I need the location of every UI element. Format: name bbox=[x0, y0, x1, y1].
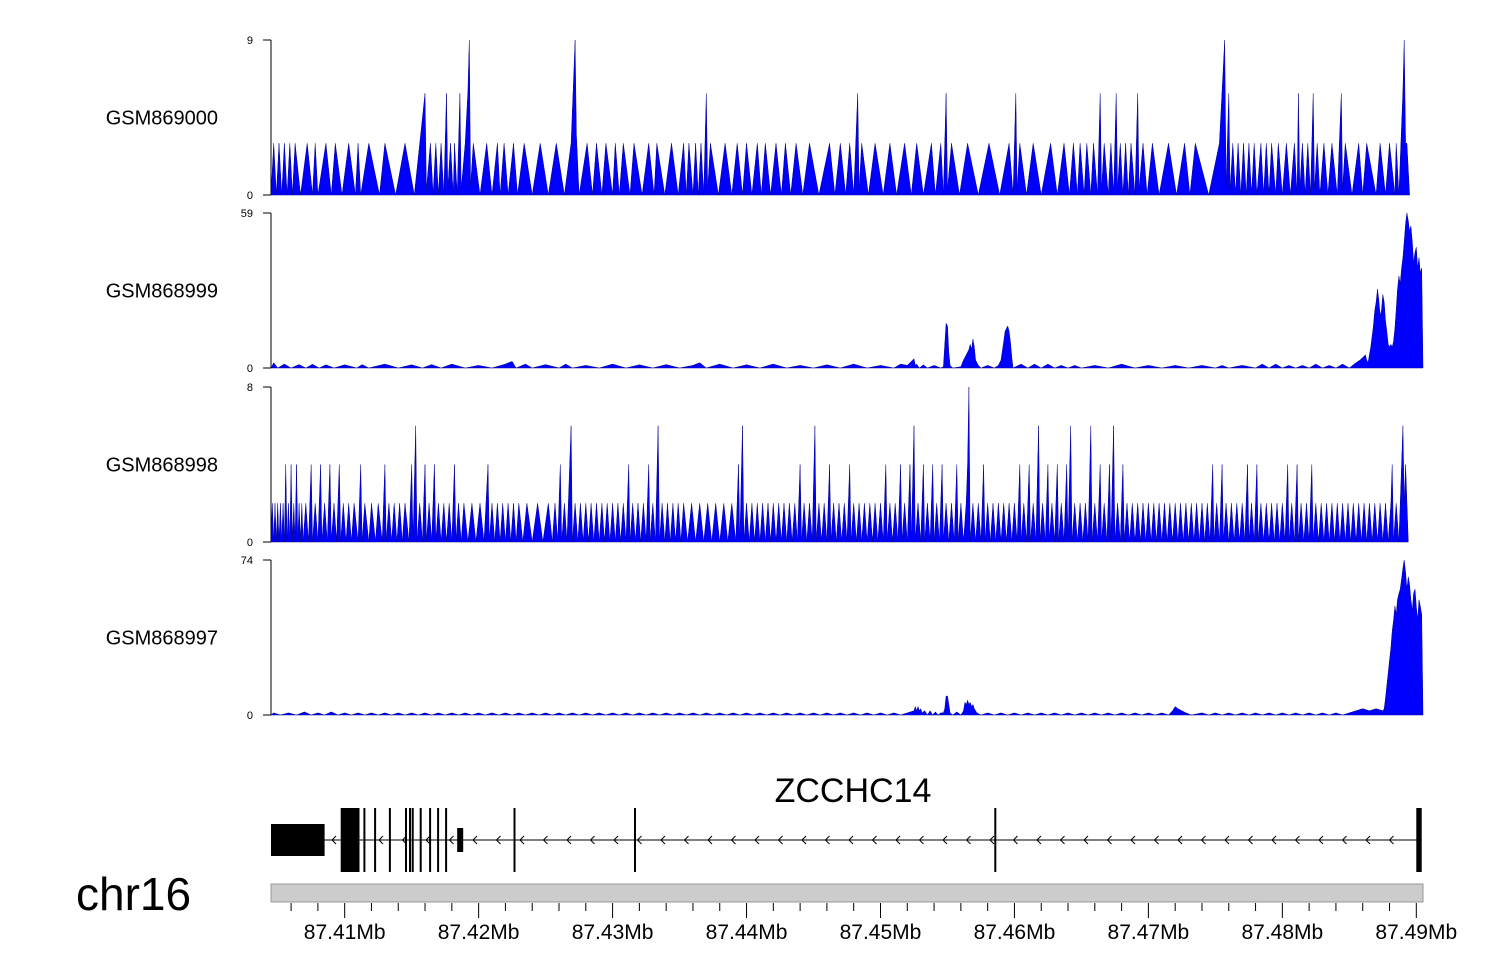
gene-exon bbox=[409, 808, 411, 872]
y-tick-label: 0 bbox=[247, 363, 253, 375]
strand-arrow bbox=[1341, 835, 1347, 845]
axis-tick-label: 87.42Mb bbox=[438, 921, 520, 944]
axis-tick-label: 87.46Mb bbox=[974, 921, 1056, 944]
gene-exon bbox=[457, 828, 464, 852]
axis-tick-label: 87.44Mb bbox=[706, 921, 788, 944]
strand-arrow bbox=[1106, 835, 1112, 845]
axis-tick-label: 87.41Mb bbox=[304, 921, 386, 944]
strand-arrow bbox=[519, 835, 525, 845]
gene-exon bbox=[374, 808, 377, 872]
gene-exon bbox=[405, 808, 407, 872]
gene-exon bbox=[363, 808, 366, 872]
strand-arrow bbox=[730, 835, 736, 845]
gene-exon bbox=[411, 808, 414, 872]
strand-arrow bbox=[1200, 835, 1206, 845]
strand-arrow bbox=[1153, 835, 1159, 845]
y-tick-label: 8 bbox=[247, 382, 253, 394]
coverage-area bbox=[270, 386, 1409, 543]
chromosome-ideogram bbox=[270, 883, 1424, 903]
axis-tick-label: 87.49Mb bbox=[1375, 921, 1457, 944]
strand-arrow bbox=[378, 835, 384, 845]
strand-arrow bbox=[1294, 835, 1300, 845]
track-label: GSM868997 bbox=[106, 628, 218, 650]
strand-arrow bbox=[566, 835, 572, 845]
gene-exon bbox=[994, 808, 997, 872]
strand-arrow bbox=[1083, 835, 1089, 845]
coverage-area bbox=[270, 559, 1424, 716]
strand-arrow bbox=[1247, 835, 1253, 845]
axis-tick-label: 87.43Mb bbox=[572, 921, 654, 944]
y-tick-label: 9 bbox=[247, 35, 253, 47]
strand-arrow bbox=[472, 835, 478, 845]
strand-arrow bbox=[683, 835, 689, 845]
gene-exon bbox=[388, 808, 391, 872]
strand-arrow bbox=[542, 835, 548, 845]
y-tick-label: 59 bbox=[241, 208, 253, 220]
track-GSM869000: GSM869000 0 9 bbox=[106, 35, 1410, 202]
gene-name: ZCCHC14 bbox=[775, 772, 932, 810]
strand-arrow bbox=[1036, 835, 1042, 845]
genome-axis: chr16 87.41Mb 87.42Mb 87.43Mb 87.44Mb 87.45M… bbox=[76, 868, 1457, 944]
strand-arrow bbox=[777, 835, 783, 845]
y-tick-label: 0 bbox=[247, 537, 253, 549]
strand-arrow bbox=[636, 835, 642, 845]
strand-arrow bbox=[989, 835, 995, 845]
strand-arrow bbox=[824, 835, 830, 845]
strand-arrow bbox=[707, 835, 713, 845]
axis-tick-label: 87.47Mb bbox=[1108, 921, 1190, 944]
strand-arrow bbox=[1318, 835, 1324, 845]
strand-arrow bbox=[895, 835, 901, 845]
strand-arrow bbox=[754, 835, 760, 845]
gene-exon bbox=[634, 808, 636, 872]
coverage-tracks: GSM86900009GSM868999059GSM86899808GSM868… bbox=[106, 35, 1424, 722]
strand-arrow bbox=[848, 835, 854, 845]
strand-arrow bbox=[613, 835, 619, 845]
strand-arrow bbox=[1224, 835, 1230, 845]
axis-tick-label: 87.48Mb bbox=[1241, 921, 1323, 944]
strand-arrow bbox=[660, 835, 666, 845]
strand-arrow bbox=[1271, 835, 1277, 845]
gene-exon bbox=[271, 824, 325, 856]
gene-exon bbox=[437, 808, 440, 872]
y-tick-label: 74 bbox=[241, 555, 253, 567]
gene-exon bbox=[429, 808, 432, 872]
gene-exon bbox=[445, 808, 448, 872]
track-GSM868998: GSM868998 0 8 bbox=[106, 382, 1409, 549]
coverage-area bbox=[270, 212, 1424, 369]
strand-arrow bbox=[495, 835, 501, 845]
y-tick-label: 0 bbox=[247, 190, 253, 202]
strand-arrow bbox=[871, 835, 877, 845]
track-GSM868997: GSM868997 0 74 bbox=[106, 555, 1424, 722]
strand-arrow bbox=[1388, 835, 1394, 845]
strand-arrow bbox=[918, 835, 924, 845]
chromosome-label: chr16 bbox=[76, 868, 191, 920]
strand-arrow bbox=[448, 835, 454, 845]
y-tick-label: 0 bbox=[247, 710, 253, 722]
gene-exon bbox=[513, 808, 516, 872]
track-label: GSM868999 bbox=[106, 281, 218, 303]
strand-arrow bbox=[1365, 835, 1371, 845]
gene-exon bbox=[419, 808, 422, 872]
gene-track: ZCCHC14 bbox=[271, 772, 1422, 872]
track-label: GSM869000 bbox=[106, 108, 218, 130]
strand-arrow bbox=[942, 835, 948, 845]
strand-arrow bbox=[331, 835, 337, 845]
gene-exon bbox=[340, 808, 360, 872]
track-label: GSM868998 bbox=[106, 455, 218, 477]
coverage-area bbox=[270, 39, 1410, 196]
gene-exon bbox=[1416, 808, 1422, 872]
strand-arrow bbox=[1177, 835, 1183, 845]
strand-arrow bbox=[1059, 835, 1065, 845]
axis-tick-label: 87.45Mb bbox=[840, 921, 922, 944]
strand-arrow bbox=[1130, 835, 1136, 845]
strand-arrow bbox=[965, 835, 971, 845]
track-GSM868999: GSM868999 0 59 bbox=[106, 208, 1424, 375]
strand-arrow bbox=[1012, 835, 1018, 845]
strand-arrow bbox=[589, 835, 595, 845]
strand-arrow bbox=[801, 835, 807, 845]
strand-arrow bbox=[425, 835, 431, 845]
